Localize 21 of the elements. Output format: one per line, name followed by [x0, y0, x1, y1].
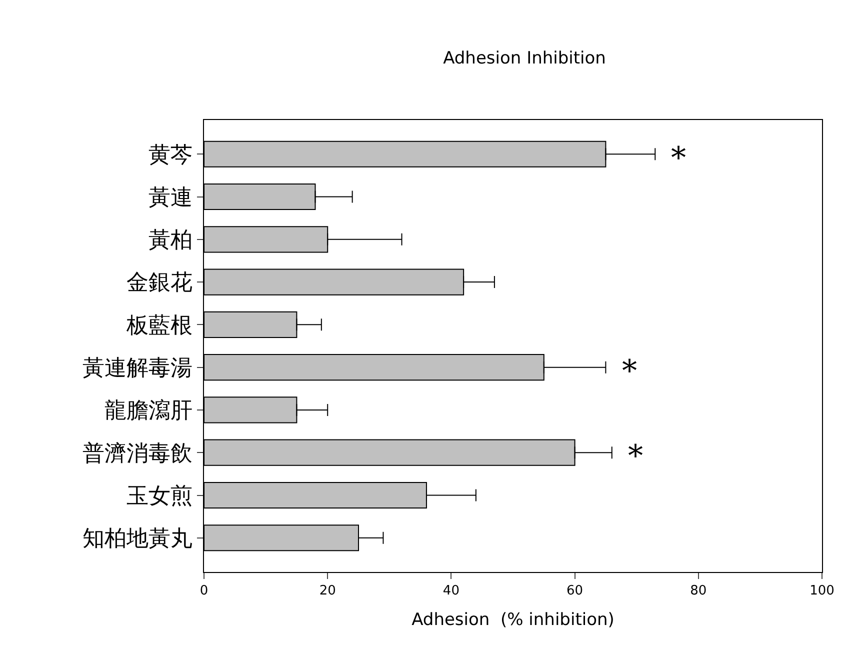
x-tick-label: 80: [690, 584, 707, 599]
y-tick-label: 黃柏: [148, 228, 193, 254]
x-tick-label: 100: [810, 584, 834, 599]
x-tick-label: 0: [200, 584, 208, 599]
y-tick-label: 知柏地黃丸: [82, 526, 193, 552]
y-tick-label: 板藍根: [126, 313, 193, 338]
x-tick-label: 60: [566, 584, 584, 599]
x-axis-title: Adhesion (% inhibition): [412, 610, 614, 630]
x-tick-label: 20: [319, 584, 336, 599]
x-tick-label: 40: [442, 584, 460, 599]
y-tick-label: 金銀花: [126, 270, 193, 296]
annotation: *: [671, 141, 686, 176]
y-tick-label: 龍膽瀉肝: [104, 398, 193, 424]
chart-title: Adhesion Inhibition: [443, 48, 606, 68]
annotation: *: [628, 439, 643, 474]
y-tick-label: 普濟消毒飲: [82, 441, 193, 466]
annotation: *: [622, 354, 637, 389]
y-tick-label: 黃連解毒湯: [82, 356, 193, 382]
y-tick-label: 黄芩: [148, 142, 193, 168]
y-tick-label: 黃連: [148, 185, 193, 210]
y-tick-label: 玉女煎: [126, 484, 193, 509]
